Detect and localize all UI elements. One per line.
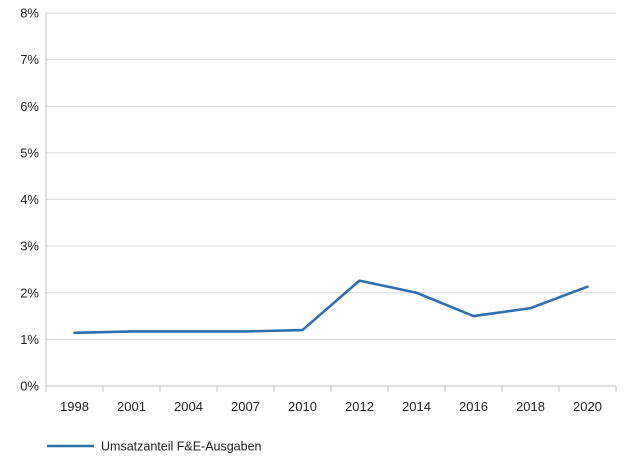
x-tick-label: 2010 [288,399,317,414]
x-tick-label: 2012 [345,399,374,414]
y-tick-label: 5% [20,145,39,160]
y-tick-label: 0% [20,379,39,394]
x-tick-label: 2020 [573,399,602,414]
x-tick-label: 2014 [402,399,431,414]
series-lines [73,279,589,335]
y-tick-label: 6% [20,99,39,114]
y-tick-label: 2% [20,285,39,300]
x-tick-label: 2007 [231,399,260,414]
x-tick-label: 1998 [60,399,89,414]
x-tick-label: 2016 [459,399,488,414]
legend: Umsatzanteil F&E-Ausgaben [47,440,262,454]
gridlines [46,12,616,340]
y-axis-tick-labels: 0% 1% 2% 3% 4% 5% 6% 7% 8% [20,6,39,394]
y-tick-label: 4% [20,192,39,207]
series-line-0 [73,279,589,335]
x-tick-label: 2004 [174,399,203,414]
axes [45,13,617,392]
x-tick-label: 2001 [117,399,146,414]
x-tick-label: 2018 [516,399,545,414]
y-tick-label: 3% [20,239,39,254]
legend-label: Umsatzanteil F&E-Ausgaben [101,440,262,454]
y-tick-label: 1% [20,332,39,347]
y-tick-label: 7% [20,52,39,67]
x-axis-tick-labels: 1998 2001 2004 2007 2010 2012 2014 2016 2018 2020 [60,399,602,414]
y-tick-label: 8% [20,6,39,21]
